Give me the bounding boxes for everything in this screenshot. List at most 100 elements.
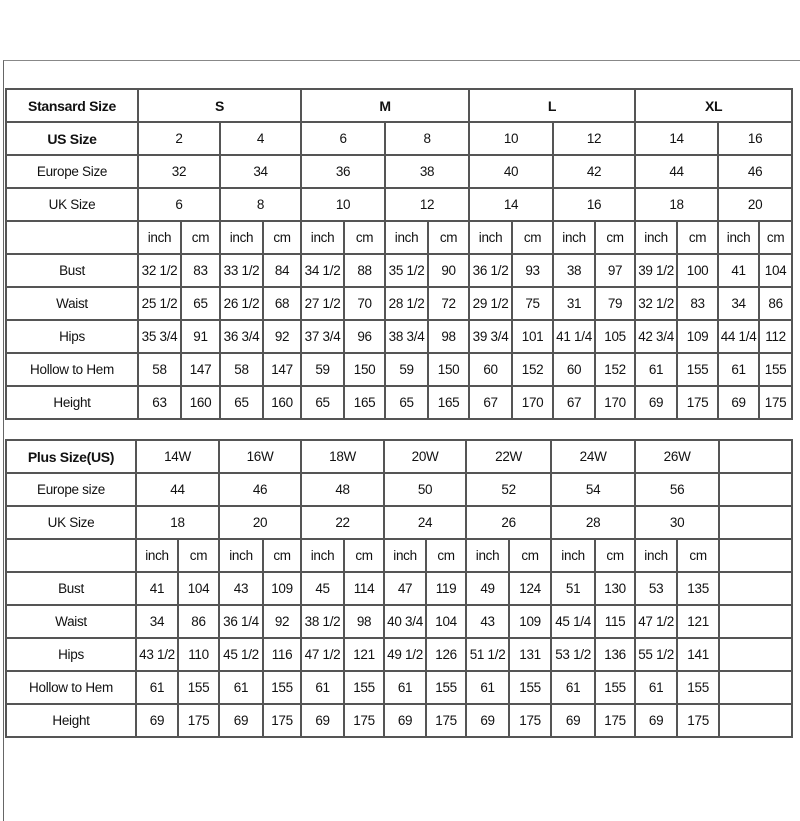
measurement-cell: 60 — [552, 352, 597, 387]
measurement-cell: 72 — [427, 286, 471, 321]
size-cell: 14 — [634, 121, 720, 156]
measurement-cell: 155 — [676, 352, 720, 387]
measurement-cell: 51 1/2 — [465, 637, 511, 672]
unit-cell: inch — [550, 538, 597, 573]
measurement-cell: 96 — [343, 319, 387, 354]
empty-cell — [718, 439, 794, 474]
unit-cell: cm — [676, 220, 720, 255]
measurement-cell: 49 — [465, 571, 511, 606]
size-cell: 12 — [384, 187, 471, 222]
row-label: UK Size — [5, 187, 139, 222]
plus-size-header: 20W — [383, 439, 468, 474]
measurement-cell: 100 — [676, 253, 720, 288]
measurement-cell: 69 — [634, 385, 679, 420]
plus-size-header: 24W — [550, 439, 637, 474]
measurement-cell: 67 — [552, 385, 597, 420]
size-cell: 44 — [134, 472, 221, 507]
measurement-cell: 170 — [511, 385, 555, 420]
measurement-cell: 53 1/2 — [550, 637, 597, 672]
unit-cell: inch — [218, 538, 265, 573]
size-cell: 10 — [300, 187, 387, 222]
measurement-cell: 61 — [634, 352, 679, 387]
measurement-cell: 92 — [262, 604, 303, 639]
measurement-cell: 160 — [261, 385, 303, 420]
measurement-cell: 150 — [343, 352, 387, 387]
measurement-cell: 39 3/4 — [468, 319, 514, 354]
measurement-cell: 31 — [552, 286, 597, 321]
measurement-row: Hips 35 3/4 91 36 3/4 92 37 3/4 96 38 3/4 98 39 3… — [5, 319, 794, 354]
row-label: Bust — [5, 571, 137, 606]
size-cell: 32 — [137, 154, 221, 189]
measurement-cell: 93 — [511, 253, 555, 288]
size-cell: 28 — [550, 505, 637, 540]
measurement-cell: 69 — [383, 703, 428, 738]
units-row: inch cm inch cm inch cm inch cm inch cm inch cm inch… — [5, 220, 794, 255]
measurement-cell: 67 — [468, 385, 514, 420]
measurement-cell: 98 — [343, 604, 386, 639]
measurement-cell: 35 1/2 — [384, 253, 430, 288]
measurement-cell: 165 — [427, 385, 471, 420]
measurement-cell: 130 — [594, 571, 637, 606]
size-cell: 56 — [634, 472, 721, 507]
measurement-cell: 28 1/2 — [384, 286, 430, 321]
size-cell: 54 — [550, 472, 637, 507]
measurement-cell: 61 — [135, 670, 179, 705]
measurement-cell: 63 — [137, 385, 182, 420]
measurement-cell: 59 — [384, 352, 430, 387]
measurement-cell: 155 — [758, 352, 794, 387]
measurement-cell: 131 — [508, 637, 553, 672]
measurement-cell: 105 — [594, 319, 637, 354]
unit-cell: cm — [343, 220, 387, 255]
measurement-cell: 65 — [219, 385, 264, 420]
empty-cell — [5, 220, 139, 255]
measurement-cell: 65 — [180, 286, 221, 321]
size-row: UK Size 18 20 22 24 26 28 30 — [5, 505, 794, 540]
measurement-cell: 114 — [343, 571, 386, 606]
unit-cell: cm — [180, 220, 221, 255]
measurement-cell: 91 — [180, 319, 221, 354]
measurement-cell: 34 — [135, 604, 179, 639]
measurement-cell: 61 — [465, 670, 511, 705]
standard-size-table: Stansard Size S M L XL US Size 2 4 6 8 10 12 14 16 Eur… — [5, 88, 794, 420]
measurement-cell: 27 1/2 — [300, 286, 346, 321]
unit-cell: inch — [552, 220, 597, 255]
unit-cell: inch — [468, 220, 514, 255]
measurement-cell: 155 — [176, 670, 221, 705]
measurement-row: Waist 25 1/2 65 26 1/2 68 27 1/2 70 28 1/2 72 29 … — [5, 286, 794, 321]
size-cell: 4 — [218, 121, 303, 156]
row-label: Europe Size — [5, 154, 139, 189]
unit-cell: cm — [508, 538, 553, 573]
measurement-cell: 124 — [508, 571, 553, 606]
measurement-cell: 33 1/2 — [219, 253, 264, 288]
measurement-cell: 41 — [135, 571, 179, 606]
measurement-cell: 34 1/2 — [300, 253, 346, 288]
measurement-cell: 60 — [468, 352, 514, 387]
unit-cell: inch — [137, 220, 182, 255]
measurement-cell: 112 — [758, 319, 794, 354]
measurement-cell: 126 — [425, 637, 468, 672]
measurement-cell: 61 — [383, 670, 428, 705]
measurement-cell: 84 — [261, 253, 303, 288]
measurement-cell: 116 — [262, 637, 303, 672]
size-cell: 52 — [465, 472, 553, 507]
measurement-cell: 26 1/2 — [219, 286, 264, 321]
plus-size-header: 22W — [465, 439, 553, 474]
measurement-cell: 65 — [300, 385, 346, 420]
measurement-cell: 109 — [676, 319, 720, 354]
measurement-cell: 150 — [427, 352, 471, 387]
measurement-cell: 175 — [425, 703, 468, 738]
measurement-cell: 155 — [508, 670, 553, 705]
plus-size-header: 18W — [300, 439, 386, 474]
measurement-cell: 38 — [552, 253, 597, 288]
size-group-header: S — [136, 88, 303, 123]
empty-cell — [718, 703, 794, 738]
size-cell: 48 — [300, 472, 386, 507]
measurement-cell: 155 — [425, 670, 468, 705]
measurement-cell: 88 — [343, 253, 387, 288]
row-label: Bust — [5, 253, 139, 288]
measurement-cell: 36 1/4 — [218, 604, 265, 639]
measurement-cell: 69 — [717, 385, 761, 420]
measurement-cell: 155 — [676, 670, 721, 705]
measurement-cell: 155 — [594, 670, 637, 705]
measurement-cell: 115 — [594, 604, 637, 639]
